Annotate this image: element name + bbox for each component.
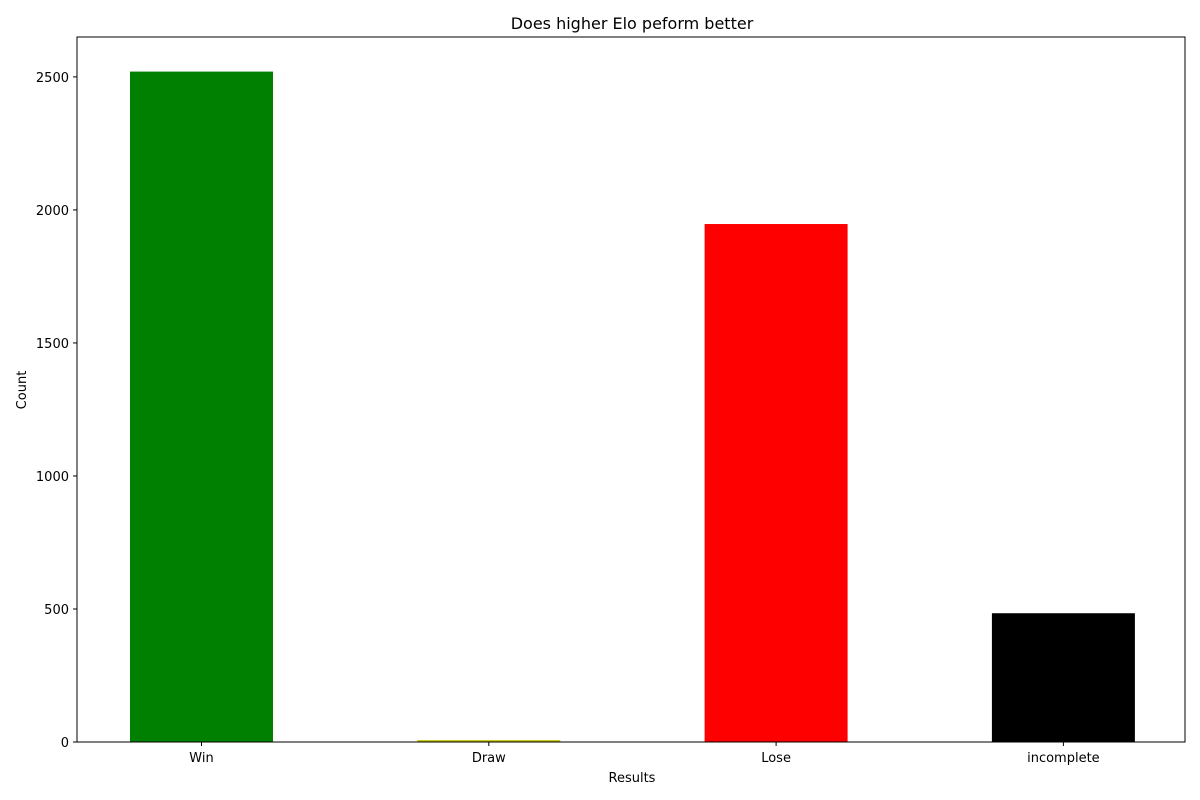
y-tick-label: 1000 <box>36 470 69 485</box>
y-axis-label: Count <box>15 371 30 410</box>
y-tick-label: 500 <box>44 603 69 618</box>
bar-draw <box>417 740 561 742</box>
x-axis: Win Draw Lose incomplete <box>189 742 1100 766</box>
x-axis-label: Results <box>609 771 656 786</box>
chart-title: Does higher Elo peform better <box>511 14 754 33</box>
bar-lose <box>704 224 848 742</box>
plot-frame <box>76 36 1186 743</box>
bars <box>130 71 1135 743</box>
bar-incomplete <box>991 613 1135 742</box>
y-tick-label: 2500 <box>36 71 69 86</box>
x-tick-label: Win <box>189 751 213 766</box>
y-axis: 0 500 1000 1500 2000 2500 <box>36 71 77 751</box>
y-tick-label: 0 <box>61 736 69 751</box>
bar-win <box>130 71 273 743</box>
x-tick-label: incomplete <box>1027 751 1100 766</box>
x-tick-label: Draw <box>472 751 506 766</box>
y-tick-label: 1500 <box>36 337 69 352</box>
y-tick-label: 2000 <box>36 204 69 219</box>
x-tick-label: Lose <box>761 751 791 766</box>
